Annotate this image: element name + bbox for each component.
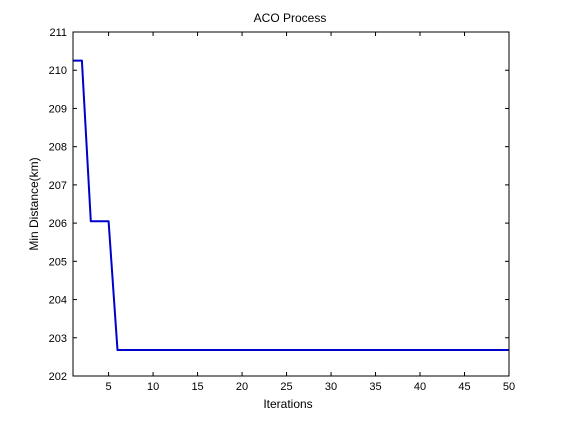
x-tick-label: 35 [369, 381, 381, 393]
x-tick-label: 30 [325, 381, 337, 393]
y-tick-label: 205 [49, 256, 67, 268]
x-axis-label: Iterations [263, 397, 312, 411]
x-tick-label: 5 [106, 381, 112, 393]
x-tick-label: 40 [414, 381, 426, 393]
x-tick-label: 10 [147, 381, 159, 393]
line-layer [73, 59, 509, 352]
x-tick-label: 25 [280, 381, 292, 393]
x-tick-label: 50 [503, 381, 515, 393]
y-tick-label: 206 [49, 218, 67, 230]
ticks-layer: 5 10 15 20 25 30 35 40 45 50 202 203 204 205 206 207 208… [49, 27, 515, 393]
y-tick-label: 208 [49, 142, 67, 154]
y-tick-label: 210 [49, 65, 67, 77]
y-tick-label: 202 [49, 371, 67, 383]
y-tick-label: 207 [49, 180, 67, 192]
series-line [73, 59, 509, 352]
chart-title: ACO Process [254, 11, 327, 25]
y-tick-label: 203 [49, 333, 67, 345]
y-tick-label: 211 [49, 27, 67, 39]
x-tick-label: 45 [458, 381, 470, 393]
axes-frame [72, 31, 510, 377]
y-tick-label: 204 [49, 295, 67, 307]
y-axis-label: Min Distance(km) [27, 157, 41, 250]
x-tick-label: 15 [191, 381, 203, 393]
plot-background [73, 32, 509, 376]
x-tick-label: 20 [236, 381, 248, 393]
y-tick-label: 209 [49, 103, 67, 115]
